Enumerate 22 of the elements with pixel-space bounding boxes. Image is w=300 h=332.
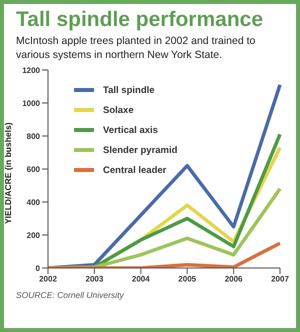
x-tick-label: 2005: [178, 274, 197, 284]
x-tick-label: 2004: [132, 274, 150, 284]
legend-label: Central leader: [103, 164, 166, 176]
y-tick-label: 1200: [22, 66, 41, 75]
legend-label: Vertical axis: [103, 124, 158, 136]
x-tick-label: 2002: [39, 274, 58, 284]
y-tick-label: 600: [26, 164, 41, 174]
y-tick-label: 200: [26, 230, 41, 240]
legend-label: Tall spindle: [103, 84, 155, 96]
y-axis-title: YIELD/ACRE (in bushels): [3, 122, 14, 224]
legend-label: Slender pyramid: [103, 144, 178, 156]
x-tick-label: 2007: [271, 274, 290, 284]
y-tick-label: 400: [26, 198, 41, 207]
chart-subtitle: McIntosh apple trees planted in 2002 and trained to various systems in northern New York State.: [16, 34, 256, 62]
legend-label: Solaxe: [103, 104, 134, 116]
x-tick-label: 2006: [224, 274, 244, 284]
source-note: SOURCE: Cornell University: [16, 290, 125, 300]
y-tick-label: 800: [26, 132, 41, 141]
chart-title: Tall spindle performance: [16, 8, 264, 32]
y-tick-label: 0: [36, 264, 41, 273]
x-tick-label: 2003: [86, 274, 104, 284]
y-tick-label: 1000: [22, 98, 41, 108]
